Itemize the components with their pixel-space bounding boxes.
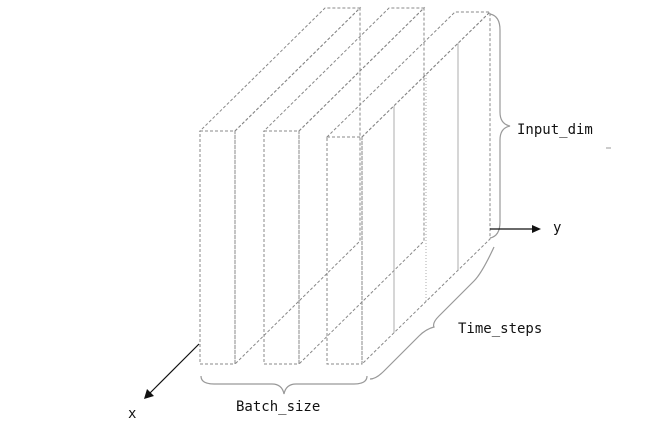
x-axis-arrow [144,343,200,399]
batch-slab-3 [325,10,492,366]
x-axis-label: x [128,406,136,422]
time-steps-label: Time_steps [458,321,542,337]
batch-size-brace [200,375,368,395]
batch-slab-1 [198,6,362,366]
y-axis-arrow [490,225,541,233]
batch-size-label: Batch_size [236,399,320,415]
y-axis-label: y [553,220,561,236]
batch-slab-2 [262,6,426,366]
time-steps-brace [369,246,495,380]
input-dim-brace [489,13,511,239]
input-dim-label: Input_dim [517,122,593,138]
